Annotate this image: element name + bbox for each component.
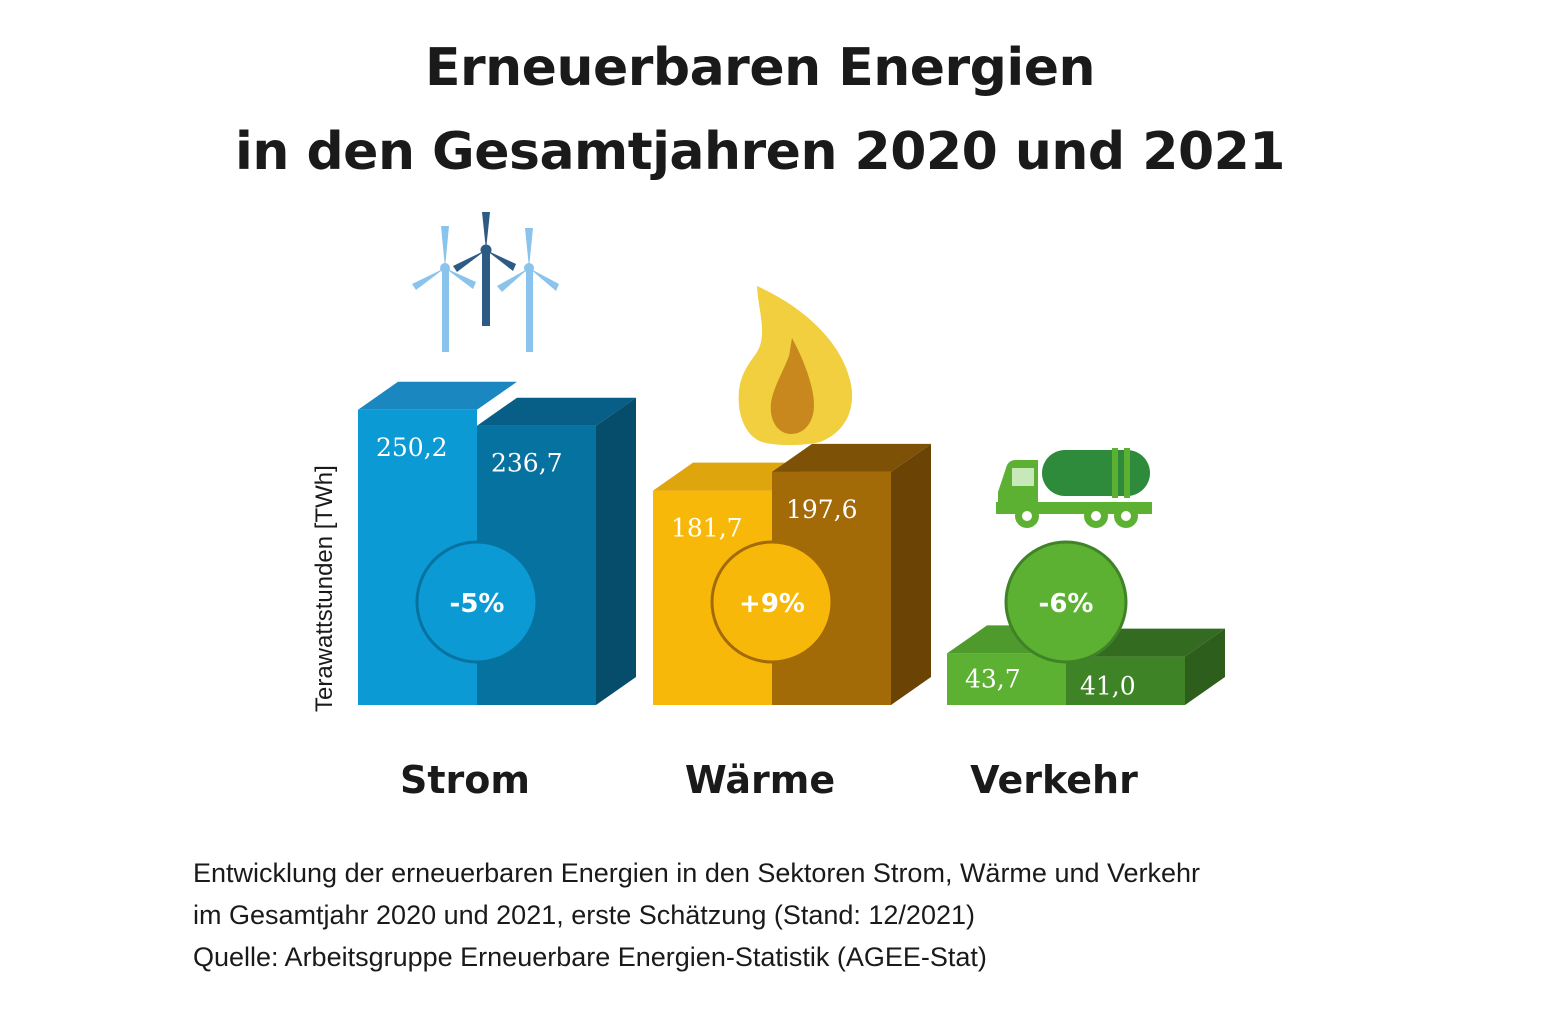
caption-line-2: im Gesamtjahr 2020 und 2021, erste Schät… <box>193 900 975 930</box>
tanker-truck-icon <box>996 448 1152 528</box>
bar-strom-2021-top <box>477 397 636 426</box>
y-axis-label: Terawattstunden [TWh] <box>311 465 338 712</box>
category-label-verkehr: Verkehr <box>970 758 1138 802</box>
change-label-waerme: +9% <box>739 589 805 619</box>
value-label-verkehr-2020: 43,7 <box>965 664 1021 693</box>
chart-title-line-1: Erneuerbaren Energien <box>424 38 1096 98</box>
value-label-strom-2021: 236,7 <box>491 449 563 478</box>
bar-verkehr-side <box>1185 628 1225 705</box>
wind-turbines-icon <box>412 212 559 352</box>
bar-verkehr-2021 <box>1066 656 1185 705</box>
change-circle-waerme <box>710 540 834 664</box>
value-label-verkehr-2021: 41,0 <box>1080 672 1136 701</box>
caption: Entwicklung der erneuerbaren Energien in… <box>193 852 1200 978</box>
change-label-verkehr: -6% <box>1039 589 1094 619</box>
value-label-waerme-2020: 181,7 <box>671 514 743 543</box>
change-label-strom: -5% <box>450 589 505 619</box>
caption-line-1: Entwicklung der erneuerbaren Energien in… <box>193 858 1201 888</box>
value-label-waerme-2021: 197,6 <box>786 495 858 524</box>
bar-waerme-side <box>891 443 931 705</box>
bar-strom-side <box>596 397 636 705</box>
change-circle-verkehr <box>1004 540 1128 664</box>
flame-icon <box>738 286 853 445</box>
chart-title-line-2: in den Gesamtjahren 2020 und 2021 <box>235 122 1285 182</box>
bar-strom-2020-top <box>358 381 517 410</box>
caption-line-source: Quelle: Arbeitsgruppe Erneuerbare Energi… <box>193 942 987 972</box>
change-circle-strom <box>415 540 539 664</box>
bar-waerme-2021-top <box>772 443 931 472</box>
bar-verkehr-2020 <box>947 653 1066 705</box>
category-label-strom: Strom <box>400 758 530 802</box>
value-label-strom-2020: 250,2 <box>376 433 448 462</box>
category-label-waerme: Wärme <box>685 758 835 802</box>
